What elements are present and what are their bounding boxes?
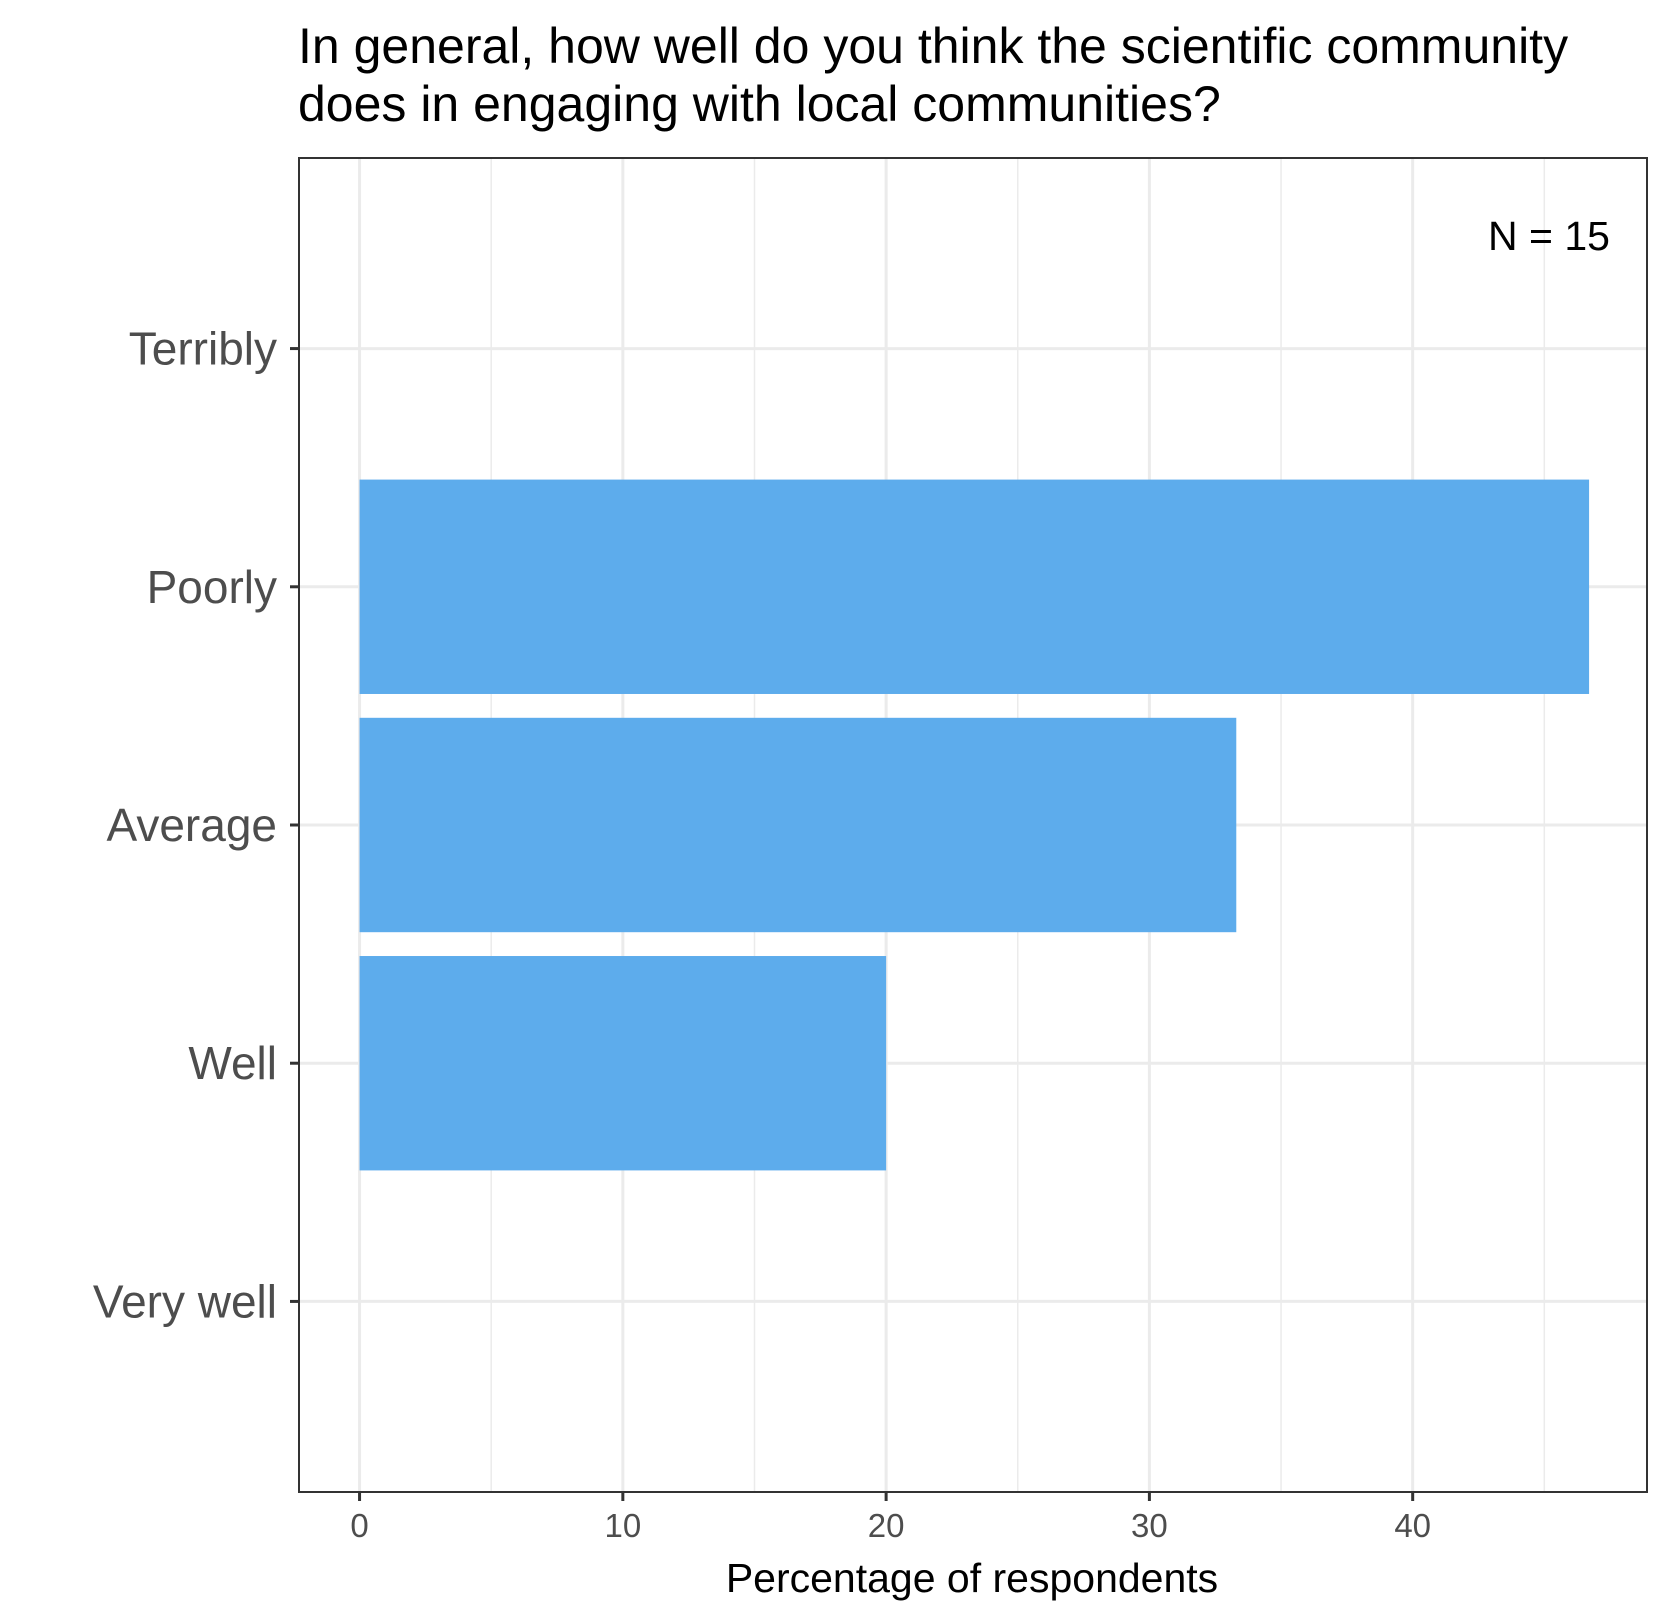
x-tick-label-10: 10 bbox=[604, 1507, 641, 1544]
x-tick-label-20: 20 bbox=[868, 1507, 905, 1544]
y-axis: Terribly Poorly Average Well Very well bbox=[93, 323, 299, 1327]
y-tick-label-average: Average bbox=[106, 799, 277, 851]
sample-size-annotation: N = 15 bbox=[1488, 213, 1610, 259]
x-tick-label-40: 40 bbox=[1394, 1507, 1431, 1544]
bar-poorly bbox=[359, 479, 1590, 694]
chart-title-line-1: In general, how well do you think the sc… bbox=[298, 18, 1568, 74]
chart-title: In general, how well do you think the sc… bbox=[298, 18, 1568, 132]
x-axis: 0 10 20 30 40 bbox=[350, 1492, 1431, 1544]
y-tick-label-well: Well bbox=[188, 1037, 277, 1089]
bar-average bbox=[359, 717, 1237, 933]
y-tick-label-terribly: Terribly bbox=[129, 323, 277, 375]
x-tick-label-30: 30 bbox=[1131, 1507, 1168, 1544]
bars bbox=[359, 479, 1590, 1171]
x-tick-label-0: 0 bbox=[350, 1507, 368, 1544]
x-axis-title: Percentage of respondents bbox=[726, 1555, 1218, 1601]
y-tick-label-very-well: Very well bbox=[93, 1275, 277, 1327]
bar-well bbox=[359, 956, 887, 1171]
y-tick-label-poorly: Poorly bbox=[147, 561, 277, 613]
chart-title-line-2: does in engaging with local communities? bbox=[298, 76, 1221, 132]
